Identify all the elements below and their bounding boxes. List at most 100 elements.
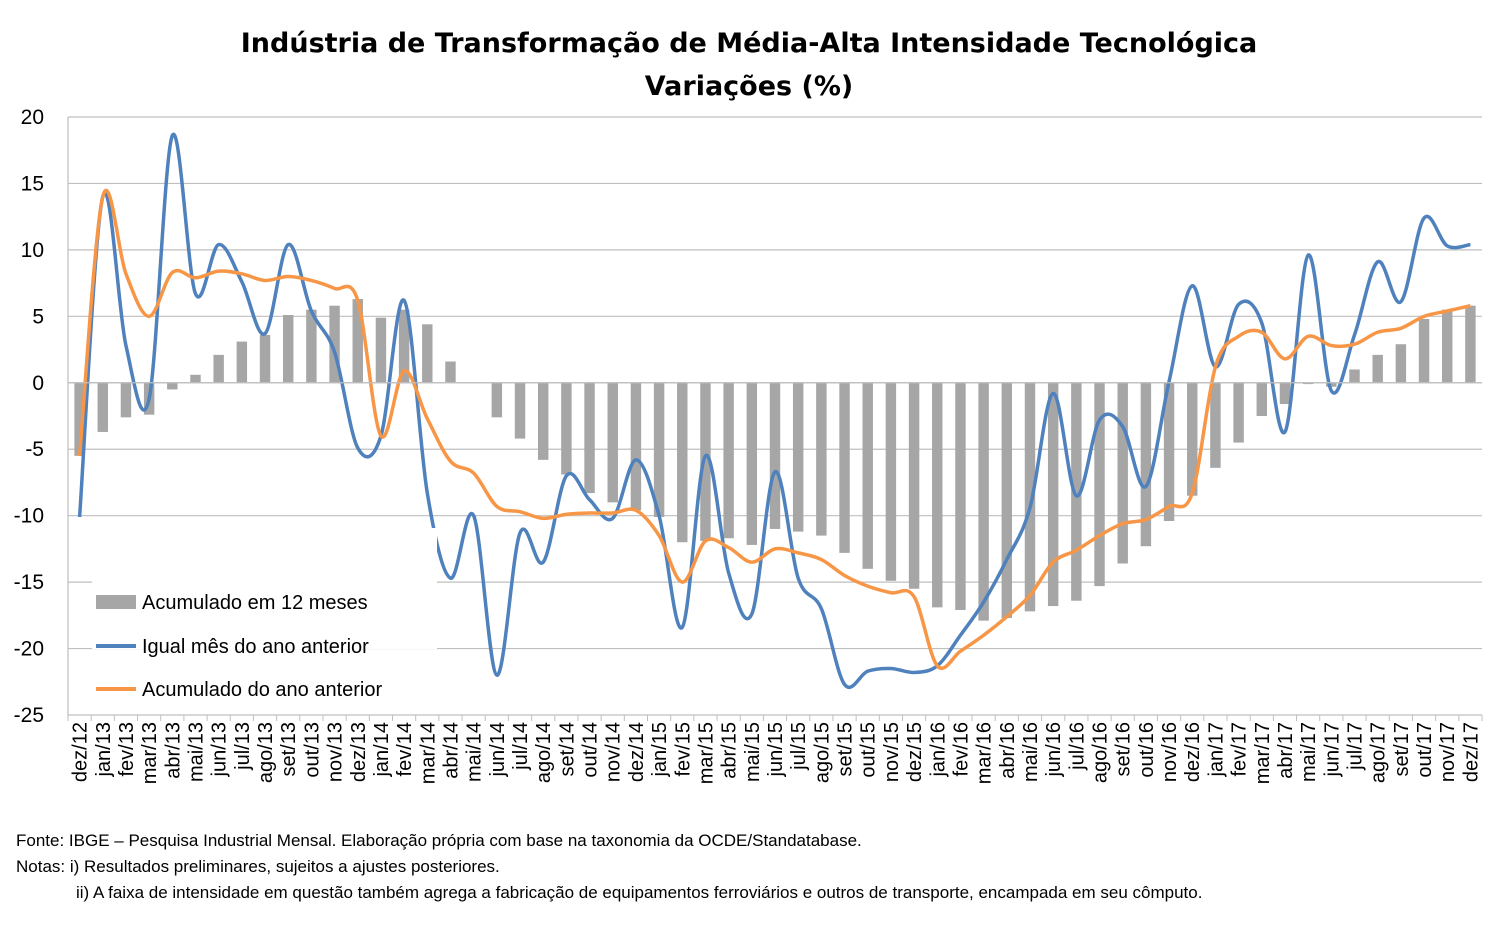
bar — [1001, 382, 1013, 618]
bar — [120, 382, 132, 418]
x-tick-label: out/15 — [858, 722, 880, 778]
x-tick-label: set/14 — [556, 722, 578, 776]
y-tick-label: 15 — [21, 172, 44, 195]
bar — [908, 382, 920, 589]
y-tick-label: 20 — [21, 106, 44, 129]
x-tick-label: jul/16 — [1066, 722, 1088, 771]
x-tick-label: fev/17 — [1229, 722, 1251, 776]
x-tick-label: fev/14 — [394, 722, 416, 776]
y-tick-label: -25 — [14, 704, 44, 727]
bar — [607, 382, 618, 503]
x-tick-label: dez/15 — [904, 722, 926, 782]
bar — [445, 361, 456, 383]
bar — [1372, 354, 1383, 383]
x-tick-label: jun/16 — [1043, 722, 1065, 778]
bar — [422, 324, 433, 383]
x-tick-label: ago/17 — [1368, 722, 1390, 783]
bar — [352, 299, 363, 383]
x-tick-label: nov/15 — [881, 722, 903, 782]
legend-label: Acumulado em 12 meses — [142, 592, 368, 614]
bar — [306, 309, 317, 383]
bar — [769, 382, 781, 529]
bar — [723, 382, 734, 539]
x-tick-label: mai/13 — [185, 722, 207, 782]
note-1: Notas: i) Resultados preliminares, sujei… — [16, 857, 500, 876]
x-tick-label: ago/14 — [533, 722, 555, 783]
x-tick-label: jan/15 — [649, 722, 671, 778]
y-tick-label: -15 — [14, 571, 44, 594]
x-tick-label: mar/16 — [974, 722, 996, 784]
bar — [1047, 382, 1059, 607]
bar — [584, 382, 595, 494]
x-tick-label: abr/13 — [162, 722, 184, 779]
x-tick-label: nov/13 — [325, 722, 347, 782]
x-tick-label: jan/17 — [1205, 722, 1227, 778]
x-tick-label: mai/17 — [1298, 722, 1320, 782]
bar — [1233, 382, 1244, 443]
x-tick-label: mar/17 — [1252, 722, 1274, 784]
bar — [537, 382, 549, 460]
bar — [398, 309, 410, 383]
legend-label: Acumulado do ano anterior — [142, 679, 382, 701]
x-tick-label: out/17 — [1414, 722, 1436, 778]
x-tick-label: mai/14 — [464, 722, 486, 782]
x-tick-label: fev/15 — [672, 722, 694, 776]
bar — [190, 374, 201, 383]
bar — [746, 382, 758, 545]
x-tick-label: ago/15 — [811, 722, 833, 783]
line-series — [77, 132, 1471, 689]
legend-background — [92, 615, 437, 649]
x-tick-label: jun/13 — [209, 722, 231, 778]
x-tick-label: ago/13 — [255, 722, 277, 783]
bar — [700, 382, 711, 541]
bar — [1395, 344, 1407, 383]
bar — [1071, 382, 1082, 601]
x-tick-label: set/13 — [278, 722, 300, 776]
bar — [1210, 382, 1221, 468]
x-tick-label: jan/13 — [93, 722, 115, 778]
bar — [1163, 382, 1175, 521]
x-tick-label: out/16 — [1136, 722, 1158, 778]
x-tick-label: dez/14 — [626, 722, 648, 782]
x-tick-label: mar/14 — [417, 722, 439, 784]
x-tick-label: dez/13 — [348, 722, 370, 782]
bar — [491, 382, 503, 418]
bar — [1187, 382, 1198, 496]
x-tick-label: jul/15 — [788, 722, 810, 771]
bar — [792, 382, 804, 532]
x-tick-label: fev/16 — [950, 722, 972, 776]
x-tick-label: out/14 — [580, 722, 602, 778]
x-tick-label: set/16 — [1113, 722, 1135, 776]
source-note: Fonte: IBGE – Pesquisa Industrial Mensal… — [16, 831, 862, 850]
bar — [653, 382, 665, 517]
bar — [885, 382, 897, 581]
x-tick-label: dez/12 — [70, 722, 92, 782]
series-line — [77, 132, 1471, 689]
chart-svg: Indústria de Transformação de Média-Alta… — [14, 28, 1483, 784]
x-tick-label: nov/17 — [1437, 722, 1459, 782]
y-tick-label: -10 — [14, 505, 44, 528]
bar — [74, 382, 85, 456]
bar — [1279, 382, 1291, 405]
bar — [167, 382, 178, 390]
note-2: ii) A faixa de intensidade em questão ta… — [76, 883, 1203, 902]
bar — [375, 317, 387, 383]
y-tick-label: 0 — [32, 372, 44, 395]
bar — [1094, 382, 1105, 587]
x-tick-label: dez/16 — [1182, 722, 1204, 782]
bar — [329, 305, 340, 383]
bar — [1326, 382, 1337, 387]
bar — [282, 315, 294, 383]
x-tick-label: jan/14 — [371, 722, 393, 778]
bar — [1140, 382, 1152, 547]
x-tick-label: abr/14 — [440, 722, 462, 779]
x-tick-label: jun/17 — [1321, 722, 1343, 778]
legend: Acumulado em 12 meses Igual mês do ano an… — [92, 528, 437, 701]
bar — [1302, 382, 1314, 385]
x-tick-label: jul/13 — [232, 722, 254, 771]
x-tick-label: jun/15 — [765, 722, 787, 778]
bar — [932, 382, 943, 608]
x-tick-label: fev/13 — [116, 722, 138, 776]
x-tick-label: jul/17 — [1345, 722, 1367, 771]
footnotes: Fonte: IBGE – Pesquisa Industrial Mensal… — [16, 828, 1202, 906]
